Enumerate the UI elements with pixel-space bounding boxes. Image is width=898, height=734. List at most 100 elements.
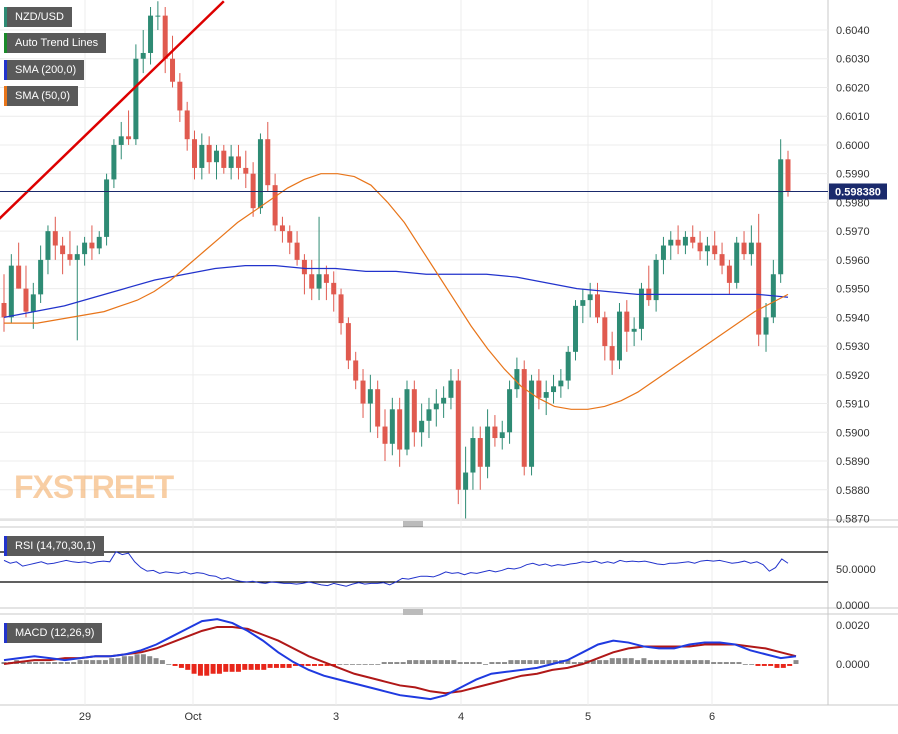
candle-body [419, 420, 425, 433]
candle-body [309, 274, 315, 289]
legend-sma200[interactable]: SMA (200,0) [4, 60, 85, 80]
candle-body [470, 438, 476, 473]
candle-body [697, 242, 703, 252]
macd-histogram-bar [58, 662, 64, 664]
macd-histogram-bar [761, 664, 767, 666]
candle-body [734, 242, 740, 283]
macd-histogram-bar [185, 664, 191, 670]
last-price-tag [829, 183, 887, 200]
macd-histogram-bar [685, 660, 691, 664]
candle-body [748, 242, 754, 255]
legend-sma50-marker [4, 86, 7, 106]
candle-body [756, 242, 762, 335]
macd-histogram-bar [172, 664, 178, 666]
macd-histogram-bar [483, 664, 489, 665]
macd-histogram-bar [292, 664, 298, 666]
candle-body [8, 265, 14, 318]
candle-body [170, 58, 176, 82]
price-tick-label: 0.6030 [836, 54, 870, 66]
macd-histogram-bar [742, 664, 748, 665]
macd-histogram-bar [673, 660, 679, 664]
fxstreet-watermark: FXSTREET [14, 469, 175, 505]
candle-body [206, 144, 212, 163]
macd-line [3, 618, 797, 701]
macd-histogram-bar [774, 664, 780, 668]
price-tick-label: 0.5970 [836, 226, 870, 238]
candle-body [360, 380, 366, 404]
sma50-line [4, 173, 789, 410]
candle-body [192, 139, 198, 168]
legend-sma200-marker [4, 60, 7, 80]
candle-body [631, 328, 637, 332]
legend-rsi-marker [4, 536, 7, 556]
candle-body [485, 426, 491, 467]
candle-body [448, 380, 454, 398]
candle-body [279, 225, 285, 232]
macd-histogram-bar [628, 658, 634, 664]
macd-histogram-bar [45, 662, 51, 664]
rsi-tick-label: 50.0000 [836, 564, 876, 576]
macd-histogram-bar [394, 662, 400, 664]
macd-histogram-bar [381, 662, 387, 664]
candle-body [30, 294, 36, 312]
macd-histogram-bar [280, 664, 286, 668]
candle-body [16, 265, 22, 289]
candle-body [719, 254, 725, 266]
macd-histogram-bar [20, 662, 26, 664]
macd-histogram-bar [343, 664, 349, 665]
macd-histogram-bar [242, 664, 248, 670]
candle-body [294, 242, 300, 260]
macd-histogram-bar [635, 660, 641, 664]
macd-histogram-bar [457, 662, 463, 664]
candle-body [492, 426, 498, 439]
candle-body [397, 409, 403, 450]
macd-histogram-bar [121, 656, 127, 664]
price-tick-label: 0.6010 [836, 111, 870, 123]
macd-histogram-bar [210, 664, 216, 674]
macd-histogram-bar [787, 664, 793, 666]
macd-histogram-bar [39, 662, 45, 664]
candle-body [763, 317, 769, 335]
macd-histogram-bar [711, 662, 717, 664]
macd-histogram-bar [368, 664, 374, 665]
candle-body [609, 346, 615, 361]
legend-trendlines-label: Auto Trend Lines [15, 37, 99, 49]
candle-body [543, 392, 549, 398]
candle-body [111, 144, 117, 180]
legend-macd[interactable]: MACD (12,26,9) [4, 623, 103, 643]
candle-body [82, 242, 88, 255]
legend-sma50[interactable]: SMA (50,0) [4, 86, 79, 106]
macd-histogram-bar [115, 658, 121, 664]
macd-histogram-bar [375, 664, 381, 665]
axes: 0.6040 0.6030 0.6020 0.6010 0.6000 0.5990 0.59… [79, 25, 887, 723]
candle-body [624, 311, 630, 332]
macd-tick-label: 0.0000 [836, 659, 870, 671]
legend-symbol-label: NZD/USD [15, 11, 64, 23]
macd-histogram-bar [299, 664, 305, 666]
candle-body [60, 245, 66, 255]
price-tick-label: 0.5880 [836, 485, 870, 497]
macd-histogram-bar [730, 662, 736, 664]
candle-body [375, 389, 381, 427]
macd-histogram-bar [96, 660, 102, 664]
macd-histogram-bar [666, 660, 672, 664]
candle-body [741, 242, 747, 255]
macd-histogram-bar [216, 664, 222, 674]
macd-histogram-bar [508, 660, 514, 664]
x-tick-label: 29 [79, 711, 91, 723]
candle-body [338, 294, 344, 324]
x-tick-label: 5 [585, 711, 591, 723]
sma200-line [3, 265, 789, 318]
macd-histogram-bar [464, 662, 470, 664]
candle-body [587, 294, 593, 301]
candle-body [243, 167, 249, 174]
candle-body [565, 351, 571, 381]
macd-histogram-bar [641, 658, 647, 664]
legend-symbol[interactable]: NZD/USD [4, 7, 72, 27]
last-price-label: 0.598380 [835, 186, 881, 198]
macd-histogram-bar [305, 664, 311, 666]
legend-trendlines[interactable]: Auto Trend Lines [4, 33, 107, 53]
legend-rsi[interactable]: RSI (14,70,30,1) [4, 536, 104, 556]
candle-body [668, 239, 674, 246]
